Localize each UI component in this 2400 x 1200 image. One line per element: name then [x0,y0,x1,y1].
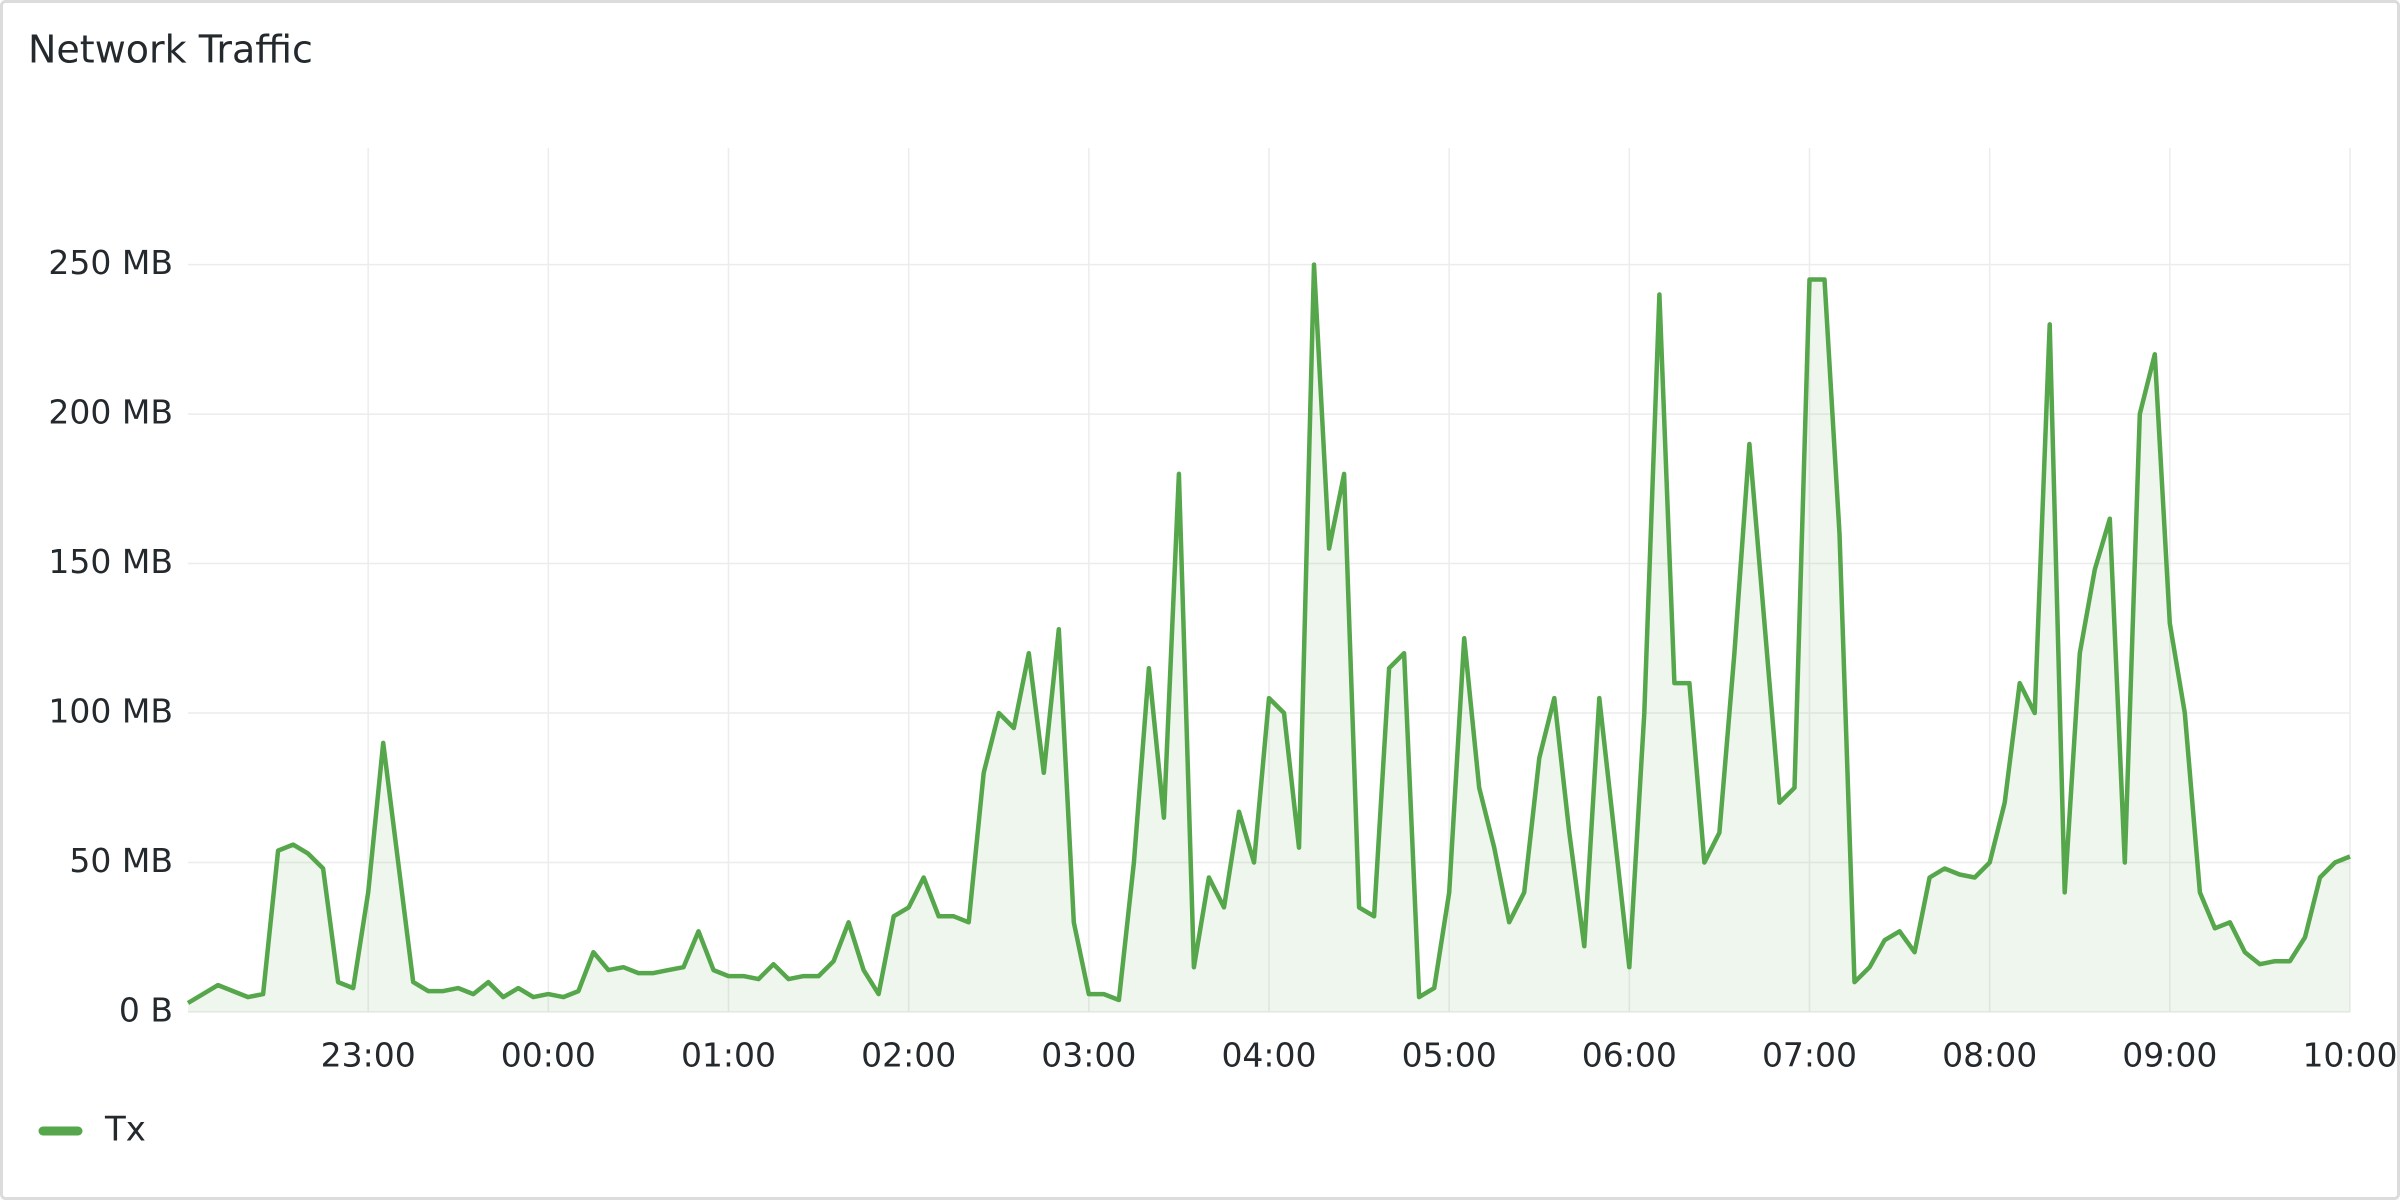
x-tick-label: 23:00 [321,1036,416,1075]
y-tick-label: 200 MB [48,393,173,432]
y-tick-label: 250 MB [48,243,173,282]
x-tick-label: 07:00 [1762,1036,1857,1075]
series-line [186,262,2351,1005]
x-tick-label: 00:00 [501,1036,596,1075]
y-tick-label: 150 MB [48,542,173,581]
y-tick-label: 0 B [119,991,173,1030]
y-tick-label: 50 MB [69,841,173,880]
x-tick-label: 05:00 [1402,1036,1497,1075]
plot: 0 B 50 MB 100 MB 150 MB 200 MB 250 MB 23:00 00:… [38,148,2398,1150]
area-fill [188,264,2350,1013]
legend-label: Tx [104,1110,146,1150]
x-tick-label: 06:00 [1582,1036,1677,1075]
y-tick-label: 100 MB [48,692,173,731]
x-tick-label: 08:00 [1942,1036,2037,1075]
x-tick-label: 09:00 [2122,1036,2217,1075]
panel-title: Network Traffic [28,28,313,72]
x-tick-label: 04:00 [1221,1036,1316,1075]
x-tick-label: 02:00 [861,1036,956,1075]
x-tick-label: 03:00 [1041,1036,1136,1075]
x-tick-label: 10:00 [2302,1036,2397,1075]
x-tick-label: 01:00 [681,1036,776,1075]
